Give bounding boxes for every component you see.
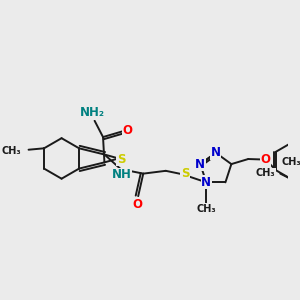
Text: NH: NH <box>112 168 132 181</box>
Text: CH₃: CH₃ <box>256 168 275 178</box>
Text: N: N <box>211 146 221 159</box>
Text: CH₃: CH₃ <box>2 146 22 156</box>
Text: S: S <box>181 167 189 180</box>
Text: NH₂: NH₂ <box>80 106 105 119</box>
Text: N: N <box>201 176 211 189</box>
Text: CH₃: CH₃ <box>196 204 216 214</box>
Text: CH₃: CH₃ <box>282 158 300 167</box>
Text: O: O <box>123 124 133 137</box>
Text: O: O <box>261 153 271 166</box>
Text: S: S <box>117 153 126 166</box>
Text: O: O <box>132 197 142 211</box>
Text: N: N <box>195 158 205 171</box>
